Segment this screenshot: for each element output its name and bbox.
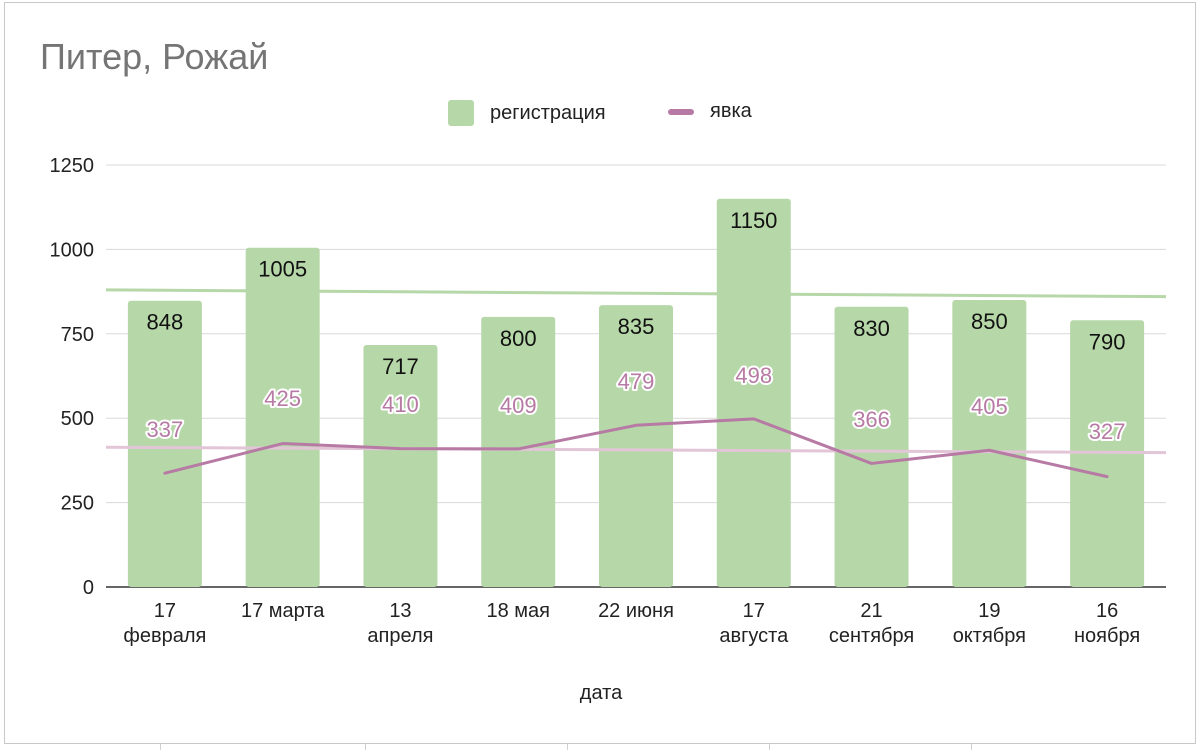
line-value-label: 410 [382, 392, 419, 417]
x-tick-label: 17 марта [241, 600, 325, 622]
frame-edge-tick [160, 743, 161, 750]
bar [245, 247, 320, 587]
frame-edge-tick [567, 743, 568, 750]
bar-value-label: 835 [618, 314, 655, 339]
legend-item-registration: регистрация [448, 100, 606, 126]
bar [599, 305, 673, 587]
line-value-label: 337 [147, 417, 184, 442]
line-value-label: 327 [1089, 419, 1126, 444]
x-tick-label: ноября [1074, 625, 1140, 647]
x-tick-label: 19 [978, 600, 1000, 622]
bar [363, 344, 438, 587]
x-axis-title: дата [579, 682, 623, 704]
x-tick-label: 18 мая [486, 600, 550, 622]
bar-value-label: 848 [147, 310, 184, 335]
x-tick-label: августа [719, 625, 789, 647]
y-tick-label: 750 [61, 324, 94, 346]
y-tick-label: 1250 [50, 155, 95, 177]
x-tick-label: 22 июня [598, 600, 674, 622]
bar [834, 306, 909, 587]
x-tick-label: 13 [389, 600, 411, 622]
bar [952, 300, 1027, 587]
line-value-label: 479 [618, 369, 655, 394]
line-value-label: 425 [264, 386, 301, 411]
bar-value-label: 717 [382, 354, 419, 379]
frame-edge-tick [365, 743, 366, 750]
frame-edge-tick [971, 743, 972, 750]
chart-legend: регистрация явка [0, 100, 1202, 130]
x-tick-label: 16 [1096, 600, 1118, 622]
line-value-label: 405 [971, 394, 1008, 419]
bar-value-label: 830 [853, 316, 890, 341]
line-value-label: 409 [500, 393, 537, 418]
bar-value-label: 790 [1089, 329, 1126, 354]
x-tick-label: 21 [860, 600, 882, 622]
x-tick-label: 17 [743, 600, 765, 622]
bar [481, 316, 556, 587]
bar [716, 198, 791, 587]
legend-item-attendance: явка [668, 100, 752, 123]
y-tick-label: 250 [61, 493, 94, 515]
bar [127, 300, 202, 587]
x-tick-label: апреля [367, 625, 433, 647]
bar-value-label: 800 [500, 326, 537, 351]
legend-swatch-line [668, 108, 694, 115]
bar-value-label: 1150 [730, 208, 777, 233]
legend-swatch-bar [448, 100, 474, 126]
trendline-registration [105, 288, 1167, 299]
x-tick-label: октября [953, 625, 1026, 647]
line-value-label: 366 [853, 407, 890, 432]
legend-label-registration: регистрация [490, 101, 606, 124]
y-tick-label: 0 [83, 577, 94, 599]
x-tick-label: сентября [829, 625, 914, 647]
chart-title: Питер, Рожай [40, 36, 269, 77]
legend-label-attendance: явка [710, 100, 752, 122]
bar-value-label: 850 [971, 309, 1008, 334]
frame-edge-tick [769, 743, 770, 750]
x-tick-label: февраля [123, 625, 206, 647]
series-line-attendance [163, 417, 1109, 479]
y-tick-label: 500 [61, 408, 94, 430]
line-value-label: 498 [735, 363, 772, 388]
y-tick-label: 1000 [50, 239, 95, 261]
x-tick-label: 17 [154, 600, 176, 622]
bar-value-label: 1005 [258, 257, 307, 282]
